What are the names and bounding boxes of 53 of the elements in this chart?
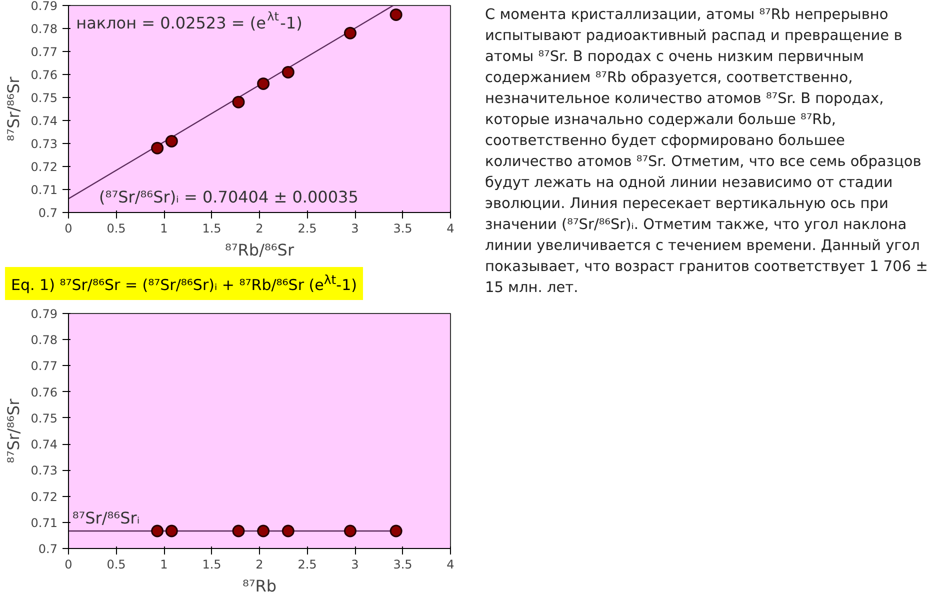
y-tick-label: 0.78 [30,22,58,36]
text: С момента кристаллизации, атомы ⁸⁷Rb непрерывно испытывают радиоактивный распад и превращение в атомы ⁸⁷Sr. В породах с очень низким первичным содержанием ⁸⁷Rb образуется, соответственно, незначительное количество атомов ⁸⁷Sr. В породах, которые изначально содержали больше ⁸⁷Rb, соответственно будет сформировано большее количество атомов ⁸⁷Sr. Отметим, что все семь образцов будут лежать на одной линии независимо от стадии эволюции. Линия пересекает вертикальную ось при значении (⁸⁷Sr/⁸⁶Sr)ᵢ. Отметим также, что угол наклона линии увеличивается с течением времени. Данный угол показывает, что возраст гранитов соответствует 1 706 ± 15 млн. лет. [485,7,928,296]
y-tick-label: 0.76 [30,68,58,82]
y-tick-label: 0.74 [30,438,58,452]
y-tick-label: 0.74 [30,114,58,128]
y-tick-label: 0.73 [30,137,58,151]
point [390,8,402,21]
point [165,134,178,148]
y-tick-label: 0.76 [30,385,58,400]
x-tick-label: 4 [446,222,454,236]
y-tick-label: 0.79 [30,0,58,13]
x-tick-label: 3.5 [393,558,412,572]
x-tick-label: 2.5 [298,222,317,236]
x-tick-label: 1.5 [202,558,222,572]
y-axis-title: ⁸⁷Sr/⁸⁶Sr [4,76,23,142]
y-tick-label: 0.77 [30,359,58,374]
x-tick-label: 3 [351,558,359,572]
text: Eq. 1) ⁸⁷Sr/⁸⁶Sr = (⁸⁷Sr/⁸⁶Sr)ᵢ + ⁸⁷Rb/⁸⁶Sr (e$^{λt}$-1) [5,267,363,300]
x-tick-label: 0.5 [106,558,126,572]
y-tick-label: 0.78 [30,333,58,348]
y-tick-label: 0.75 [30,91,58,105]
x-tick-label: 1.5 [202,222,222,236]
y-axis-title: ⁸⁷Sr/⁸⁶Sr [4,398,23,464]
x-tick-label: 4 [446,558,454,572]
x-tick-label: 0 [64,558,72,572]
point [282,66,294,78]
x-tick-label: 2 [256,558,264,572]
x-tick-label: 0.5 [106,222,126,236]
y-tick-label: 0.77 [30,45,58,59]
x-axis-title: ⁸⁷Rb [242,576,277,596]
y-tick-label: 0.72 [30,490,58,504]
x-axis-title: ⁸⁷Rb/⁸⁶Sr [224,240,294,260]
y-tick-label: 0.73 [30,464,58,478]
y-tick-label: 0.7 [38,206,58,220]
point [344,26,356,40]
x-tick-label: 3 [351,222,359,236]
point [232,96,245,108]
point [151,142,164,154]
x-tick-label: 2.5 [298,558,317,572]
y-tick-label: 0.7 [38,542,58,556]
x-tick-label: 3.5 [393,222,412,236]
y-tick-label: 0.71 [30,183,58,197]
y-tick-label: 0.79 [30,307,58,321]
x-tick-label: 0 [64,222,72,236]
y-tick-label: 0.75 [30,411,58,426]
y-tick-label: 0.72 [30,160,58,174]
y-tick-label: 0.71 [30,516,58,530]
x-tick-label: 2 [256,222,264,236]
x-tick-label: 1 [160,558,168,572]
annotation: (⁸⁷Sr/⁸⁶Sr)ᵢ = 0.70404 ± 0.00035 [99,187,358,206]
x-tick-label: 1 [160,222,168,236]
annotation: ⁸⁷Sr/⁸⁶Srᵢ [72,508,140,528]
point [257,77,270,90]
